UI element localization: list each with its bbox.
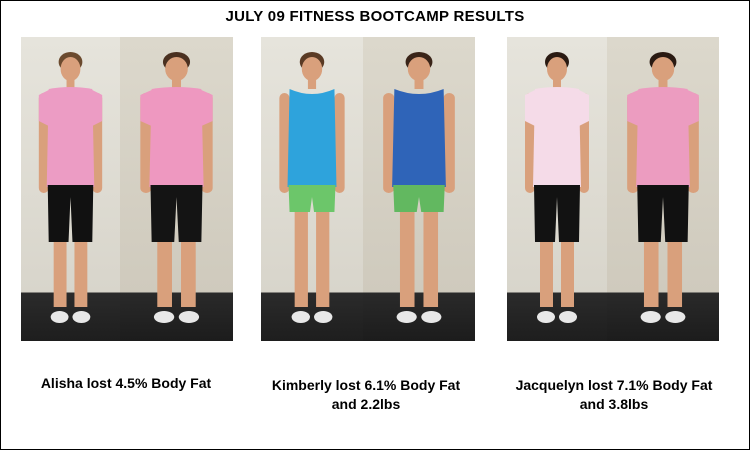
caption-line: Kimberly lost 6.1% Body Fat (271, 377, 461, 393)
after-photo (120, 37, 233, 341)
person-figure (383, 52, 455, 323)
caption-alisha: Alisha lost 4.5% Body Fat (1, 374, 251, 393)
caption-line: and 3.8lbs (579, 396, 649, 412)
person-figure (627, 52, 699, 323)
before-photo (21, 37, 120, 341)
caption-jacquelyn: Jacquelyn lost 7.1% Body Fat and 3.8lbs (489, 376, 739, 414)
caption-line: Jacquelyn lost 7.1% Body Fat (515, 377, 713, 393)
after-photo (607, 37, 719, 341)
person-figure (525, 52, 589, 323)
after-photo (363, 37, 475, 341)
caption-kimberly: Kimberly lost 6.1% Body Fat and 2.2lbs (241, 376, 491, 414)
participant-photos-alisha (21, 37, 233, 341)
before-photo (507, 37, 607, 341)
caption-line: and 2.2lbs (331, 396, 401, 412)
poster-title: JULY 09 FITNESS BOOTCAMP RESULTS (225, 8, 525, 25)
person-figure (38, 52, 103, 323)
before-photo (261, 37, 363, 341)
participant-photos-kimberly (261, 37, 475, 341)
caption-line: Alisha lost 4.5% Body Fat (40, 375, 212, 391)
participant-photos-jacquelyn (507, 37, 719, 341)
person-figure (140, 52, 213, 323)
person-figure (279, 52, 345, 323)
